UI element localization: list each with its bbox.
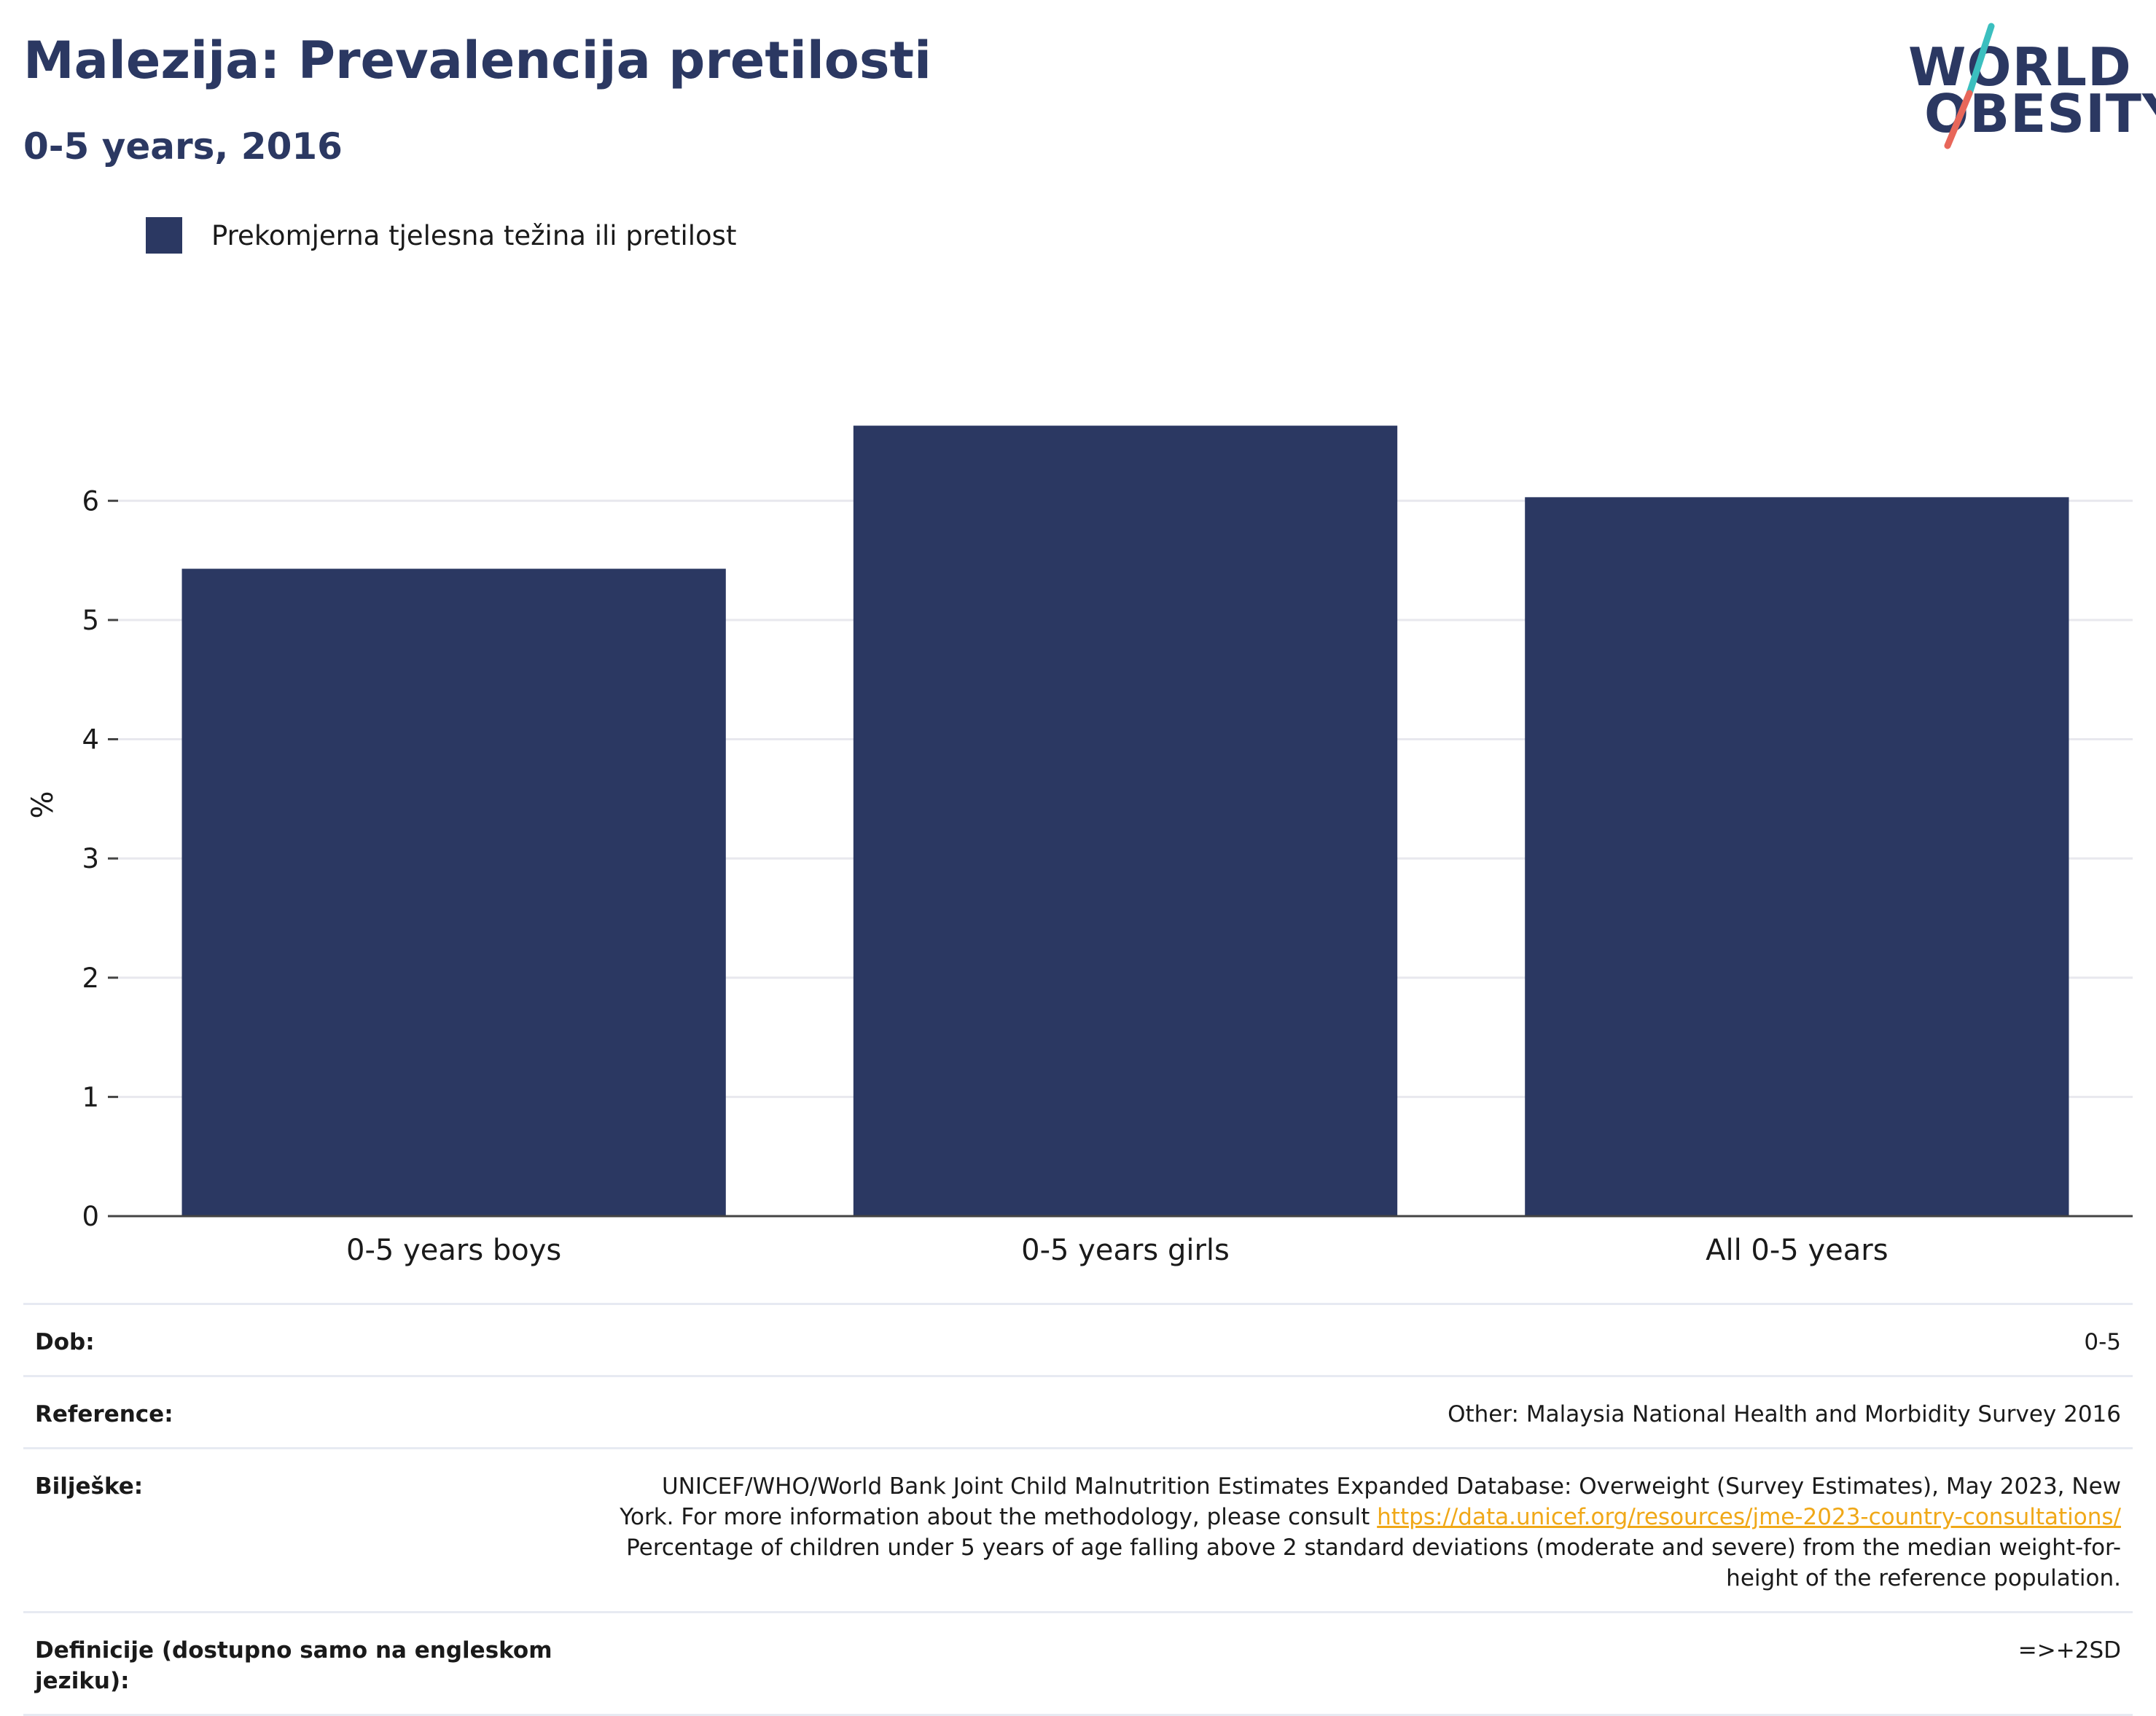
- y-tick-label: 0: [82, 1201, 99, 1232]
- logo-slash-icon: [1944, 23, 1995, 149]
- chart-subtitle: 0-5 years, 2016: [23, 125, 343, 168]
- x-category-label: 0-5 years girls: [1021, 1234, 1230, 1267]
- legend-swatch: [146, 217, 182, 254]
- y-axis-title: %: [26, 791, 60, 818]
- y-tick-label: 3: [82, 843, 99, 874]
- info-row-reference: Reference: Other: Malaysia National Heal…: [23, 1376, 2133, 1449]
- legend[interactable]: Prekomjerna tjelesna težina ili pretilos…: [146, 217, 736, 254]
- info-row-age: Dob: 0-5: [23, 1303, 2133, 1377]
- chart-title: Malezija: Prevalencija pretilosti: [23, 31, 932, 90]
- notes-text-2: Percentage of children under 5 years of …: [626, 1535, 2121, 1591]
- info-value-notes: UNICEF/WHO/World Bank Joint Child Malnut…: [601, 1448, 2133, 1613]
- x-category-label: All 0-5 years: [1706, 1234, 1888, 1267]
- y-tick-label: 1: [82, 1081, 99, 1113]
- info-value-reference: Other: Malaysia National Health and Morb…: [601, 1376, 2133, 1449]
- info-value-age: 0-5: [601, 1303, 2133, 1377]
- y-tick-label: 4: [82, 724, 99, 756]
- legend-label: Prekomjerna tjelesna težina ili pretilos…: [211, 219, 737, 251]
- y-tick-label: 5: [82, 605, 99, 636]
- info-value-definitions: =>+2SD: [601, 1612, 2133, 1716]
- notes-link[interactable]: https://data.unicef.org/resources/jme-20…: [1377, 1504, 2121, 1530]
- info-row-definitions: Definicije (dostupno samo na engleskom j…: [23, 1612, 2133, 1716]
- info-table: Dob: 0-5 Reference: Other: Malaysia Nati…: [23, 1303, 2133, 1716]
- bar-0-5-years-boys[interactable]: [181, 568, 726, 1216]
- bars: [181, 426, 2069, 1217]
- logo-text-world: WORLD: [1908, 36, 2132, 98]
- y-tick-label: 6: [82, 485, 99, 517]
- world-obesity-logo: WORLD OBESITY: [1895, 20, 2156, 152]
- bar-chart: 0 1 2 3 4 5 6 0-5 years boys 0-5 years girls All…: [26, 426, 2133, 1267]
- notes-text-1: UNICEF/WHO/World Bank Joint Child Malnut…: [620, 1473, 2121, 1530]
- bar-all-0-5-years[interactable]: [1525, 497, 2069, 1216]
- x-category-label: 0-5 years boys: [346, 1234, 561, 1267]
- info-key-reference: Reference:: [23, 1376, 601, 1449]
- y-tick-label: 2: [82, 963, 99, 994]
- info-key-age: Dob:: [23, 1303, 601, 1377]
- info-key-notes: Bilješke:: [23, 1448, 601, 1613]
- bar-0-5-years-girls[interactable]: [853, 426, 1398, 1217]
- x-category-labels: 0-5 years boys 0-5 years girls All 0-5 yea…: [346, 1234, 1888, 1267]
- info-row-notes: Bilješke: UNICEF/WHO/World Bank Joint Ch…: [23, 1448, 2133, 1613]
- info-key-definitions: Definicije (dostupno samo na engleskom j…: [23, 1612, 601, 1716]
- y-tick-labels: 0 1 2 3 4 5 6: [82, 485, 118, 1232]
